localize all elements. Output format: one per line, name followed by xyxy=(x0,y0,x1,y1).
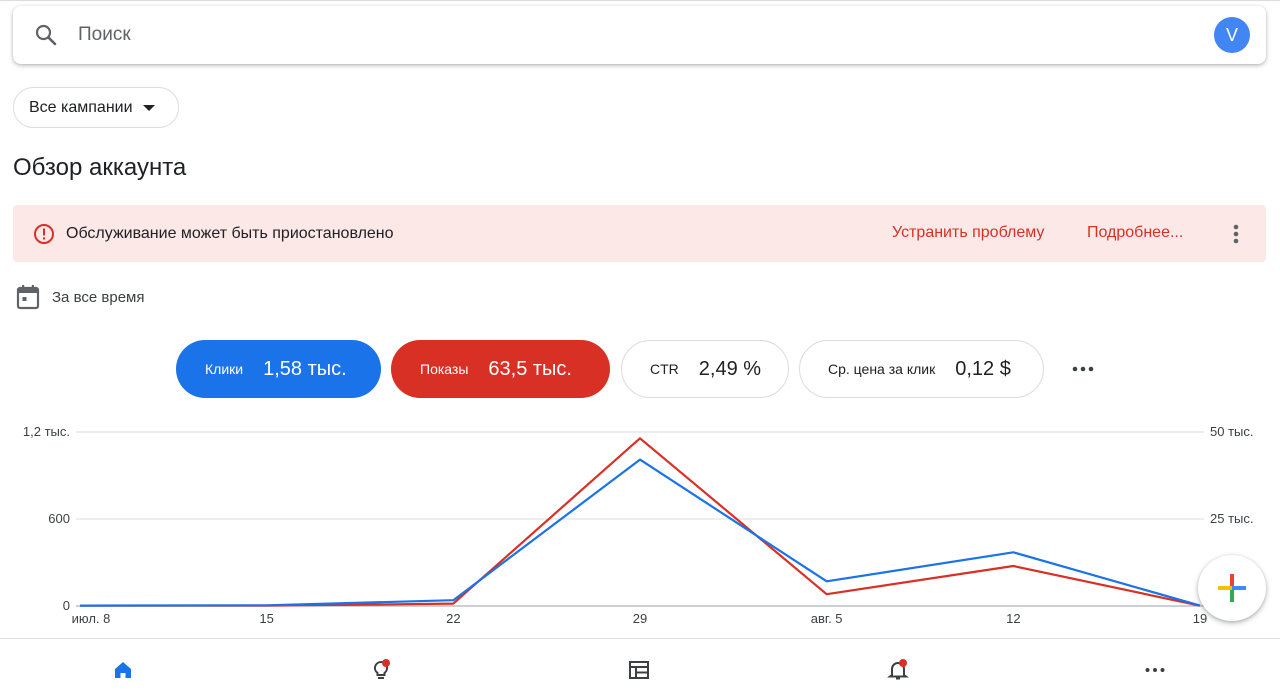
lightbulb-icon[interactable] xyxy=(369,658,393,682)
alert-message: Обслуживание может быть приостановлено xyxy=(66,225,394,242)
metric-chip-clicks[interactable]: Клики 1,58 тыс. xyxy=(176,340,381,398)
search-input[interactable]: Поиск xyxy=(78,24,131,45)
series-line-clicks xyxy=(79,458,1201,607)
x-tick-label: авг. 5 xyxy=(811,611,843,626)
x-tick-label: 12 xyxy=(1006,611,1020,626)
y-right-tick-label: 50 тыс. xyxy=(1210,424,1253,439)
metric-chip-impressions[interactable]: Показы 63,5 тыс. xyxy=(391,340,610,398)
series-line-impressions xyxy=(80,437,1201,607)
metric-value: 63,5 тыс. xyxy=(488,357,572,380)
performance-chart: 0 600 1,2 тыс. 25 тыс. 50 тыс. июл. 8 15 22 29 ав… xyxy=(23,424,1254,626)
top-divider xyxy=(0,0,1280,1)
metric-value: 0,12 $ xyxy=(955,357,1011,380)
metric-value: 1,58 тыс. xyxy=(263,357,347,380)
x-tick-label: 29 xyxy=(633,611,647,626)
metric-name: Клики xyxy=(205,361,244,377)
date-range-selector[interactable]: За все время xyxy=(16,284,144,310)
x-tick-label: июл. 8 xyxy=(72,611,111,626)
page-title: Обзор аккаунта xyxy=(13,154,187,181)
plus-icon xyxy=(1218,574,1246,602)
more-vert-icon[interactable] xyxy=(1226,222,1246,246)
metric-name: Ср. цена за клик xyxy=(828,361,936,377)
bell-icon[interactable] xyxy=(886,658,910,682)
learn-more-link[interactable]: Подробнее... xyxy=(1087,224,1184,241)
metric-name: CTR xyxy=(650,361,679,377)
caret-down-icon xyxy=(142,104,155,111)
x-tick-label: 15 xyxy=(259,611,273,626)
alert-banner: Обслуживание может быть приостановлено У… xyxy=(13,205,1266,262)
campaign-selector[interactable]: Все кампании xyxy=(13,87,179,128)
error-icon xyxy=(34,224,54,244)
notification-badge xyxy=(899,659,907,667)
avatar[interactable]: V xyxy=(1214,17,1250,53)
metric-value: 2,49 % xyxy=(698,357,762,380)
x-tick-label: 19 xyxy=(1193,611,1207,626)
y-left-tick-label: 1,2 тыс. xyxy=(23,424,70,439)
bottom-nav xyxy=(0,638,1280,691)
more-horiz-icon[interactable] xyxy=(1143,658,1167,682)
more-horiz-icon[interactable] xyxy=(1070,357,1096,381)
metric-chip-avg-cpc[interactable]: Ср. цена за клик 0,12 $ xyxy=(799,340,1044,398)
calendar-icon xyxy=(16,285,40,310)
fix-problem-link[interactable]: Устранить проблему xyxy=(892,224,1045,241)
campaign-selector-label: Все кампании xyxy=(29,98,133,116)
notification-badge xyxy=(382,659,390,667)
search-icon xyxy=(35,24,57,46)
home-icon[interactable] xyxy=(111,658,135,682)
table-icon[interactable] xyxy=(627,658,651,682)
y-right-tick-label: 25 тыс. xyxy=(1210,511,1253,526)
search-bar[interactable]: Поиск V xyxy=(13,6,1266,64)
date-range-label: За все время xyxy=(52,288,145,306)
metric-name: Показы xyxy=(420,361,469,377)
x-tick-label: 22 xyxy=(446,611,460,626)
y-left-tick-label: 0 xyxy=(63,598,70,613)
add-fab[interactable] xyxy=(1198,555,1266,621)
metric-chip-ctr[interactable]: CTR 2,49 % xyxy=(621,340,789,398)
y-left-tick-label: 600 xyxy=(48,511,70,526)
